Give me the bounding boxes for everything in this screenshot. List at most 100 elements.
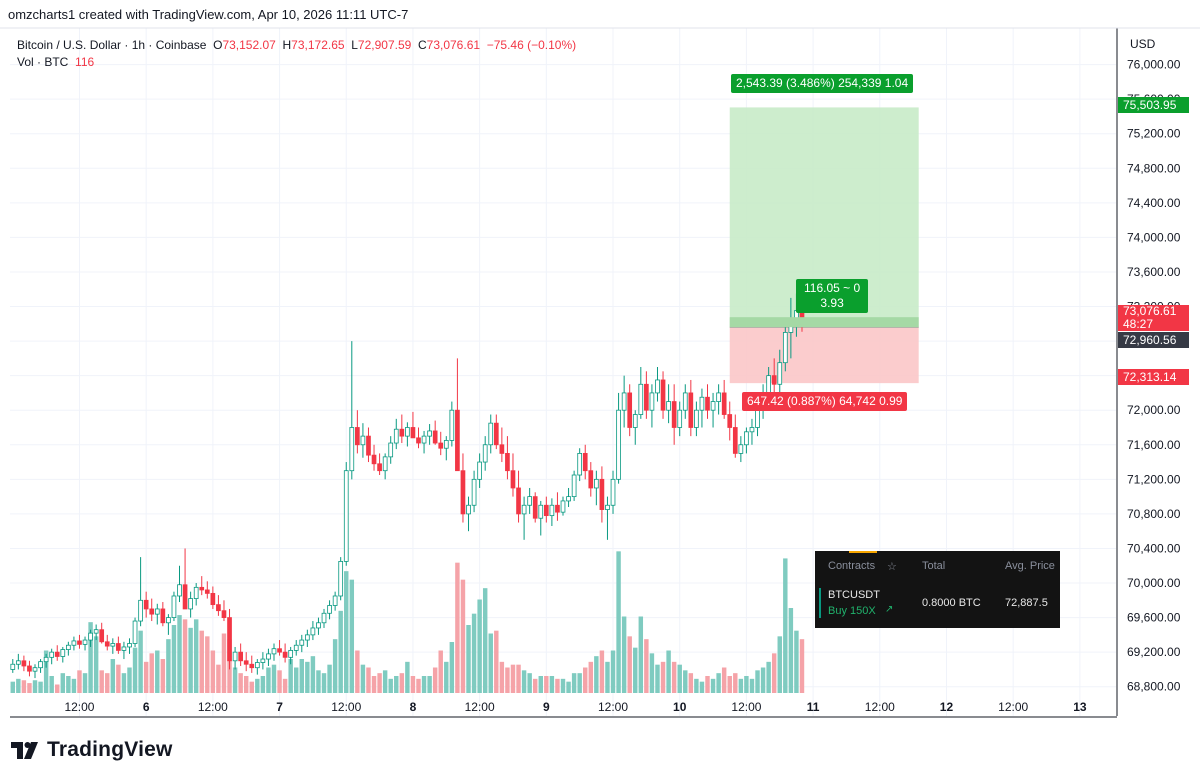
- candle-body: [216, 604, 221, 612]
- volume-bar: [605, 661, 610, 693]
- candles: [10, 293, 805, 679]
- price-tick-label: 74,000.00: [1127, 230, 1181, 244]
- volume-bar: [255, 678, 260, 693]
- time-tick-label: 12:00: [198, 700, 228, 714]
- volume-bar: [705, 676, 710, 693]
- volume-bar: [777, 636, 782, 693]
- volume-bar: [727, 676, 732, 693]
- candle-body: [505, 453, 510, 472]
- candle-body: [260, 658, 266, 663]
- volume-bar: [416, 678, 421, 693]
- volume-bar: [621, 616, 627, 693]
- price-tick-label: 71,200.00: [1127, 472, 1181, 486]
- volume-bar: [105, 673, 110, 693]
- position-symbol[interactable]: BTCUSDT: [828, 589, 880, 601]
- candle-body: [143, 599, 149, 610]
- candle-body: [427, 430, 432, 437]
- volume-bar: [655, 664, 660, 693]
- candle-body: [421, 435, 427, 444]
- edit-icon[interactable]: ↗: [885, 604, 894, 615]
- position-info-line2: 3.93: [820, 296, 844, 310]
- candle-body: [616, 409, 621, 480]
- volume-bar: [110, 659, 116, 693]
- candle-body: [204, 589, 210, 594]
- volume-bar: [221, 633, 227, 693]
- volume-bar: [410, 676, 416, 693]
- candle-body: [560, 500, 566, 513]
- volume-bar: [205, 636, 210, 693]
- volume-bar: [43, 650, 49, 693]
- volume-bar: [671, 661, 677, 693]
- stop-label[interactable]: 647.42 (0.887%) 64,742 0.99: [742, 392, 908, 411]
- candle-body: [632, 414, 638, 428]
- price-tick-label: 70,000.00: [1127, 576, 1181, 590]
- volume-bar: [694, 678, 699, 693]
- high-label: H: [282, 38, 292, 52]
- candle-body: [410, 427, 416, 439]
- tradingview-wordmark: TradingView: [47, 738, 173, 761]
- candle-body: [210, 592, 216, 606]
- volume-bar: [783, 558, 788, 693]
- volume-bar: [243, 676, 249, 693]
- candle-body: [127, 643, 132, 648]
- volume-bar: [549, 676, 555, 693]
- candle-body: [682, 392, 688, 411]
- volume-bar: [644, 639, 649, 693]
- candle-body: [21, 660, 27, 667]
- price-tick-label: 72,000.00: [1127, 403, 1181, 417]
- candle-body: [510, 470, 516, 489]
- candle-body: [304, 634, 310, 641]
- volume-bar: [544, 676, 549, 693]
- volume-value: 116: [75, 55, 95, 69]
- last-price-value: 73,076.61: [1123, 304, 1177, 318]
- volume-bar: [710, 678, 716, 693]
- close-label: C: [417, 38, 427, 52]
- target-label[interactable]: 2,543.39 (3.486%) 254,339 1.04: [731, 74, 914, 93]
- contracts-header: Contracts: [828, 560, 876, 572]
- candle-body: [749, 427, 755, 433]
- volume-bar: [360, 664, 366, 693]
- price-tick-label: 74,400.00: [1127, 196, 1181, 210]
- volume-bar: [316, 670, 321, 693]
- candle-body: [516, 487, 521, 515]
- candle-body: [582, 453, 588, 472]
- volume-bar: [627, 636, 632, 693]
- volume-bar: [10, 681, 16, 693]
- position-info-label[interactable]: 116.05 ~ 0 3.93: [796, 279, 869, 313]
- volume-bar: [638, 616, 644, 693]
- candle-body: [299, 639, 305, 646]
- price-tick-label: 70,400.00: [1127, 541, 1181, 555]
- candle-body: [154, 608, 160, 615]
- tradingview-logo[interactable]: TradingView: [11, 738, 173, 762]
- volume-bar: [349, 579, 355, 693]
- candle-body: [321, 612, 327, 624]
- candle-body: [455, 409, 460, 472]
- change-value: −75.46 (−0.10%): [486, 38, 577, 52]
- volume-bar: [216, 664, 221, 693]
- candle-body: [577, 453, 583, 476]
- volume-bar: [332, 639, 338, 693]
- volume-bar: [488, 633, 493, 693]
- volume-bar: [677, 664, 682, 693]
- candle-body: [160, 608, 166, 624]
- candle-body: [177, 584, 182, 597]
- volume-bar: [577, 673, 582, 693]
- bar-countdown: 48:27: [1123, 317, 1154, 331]
- candle-body: [116, 643, 121, 651]
- candle-body: [688, 392, 694, 428]
- currency-label[interactable]: USD: [1130, 37, 1156, 51]
- last-price-tag: 73,076.61 48:27: [1118, 305, 1189, 331]
- volume-bar: [738, 678, 744, 693]
- candle-body: [32, 667, 38, 672]
- pin-icon[interactable]: ☆: [887, 561, 897, 573]
- time-tick-label: 11: [807, 700, 820, 714]
- candle-body: [660, 379, 666, 411]
- volume-bar: [71, 678, 77, 693]
- candle-body: [88, 632, 93, 641]
- volume-bar: [532, 678, 538, 693]
- volume-bar: [760, 667, 766, 693]
- positions-panel[interactable]: Contracts ☆ Total Avg. Price BTCUSDT Buy…: [815, 551, 1060, 628]
- candle-body: [521, 504, 527, 515]
- candle-body: [271, 648, 277, 655]
